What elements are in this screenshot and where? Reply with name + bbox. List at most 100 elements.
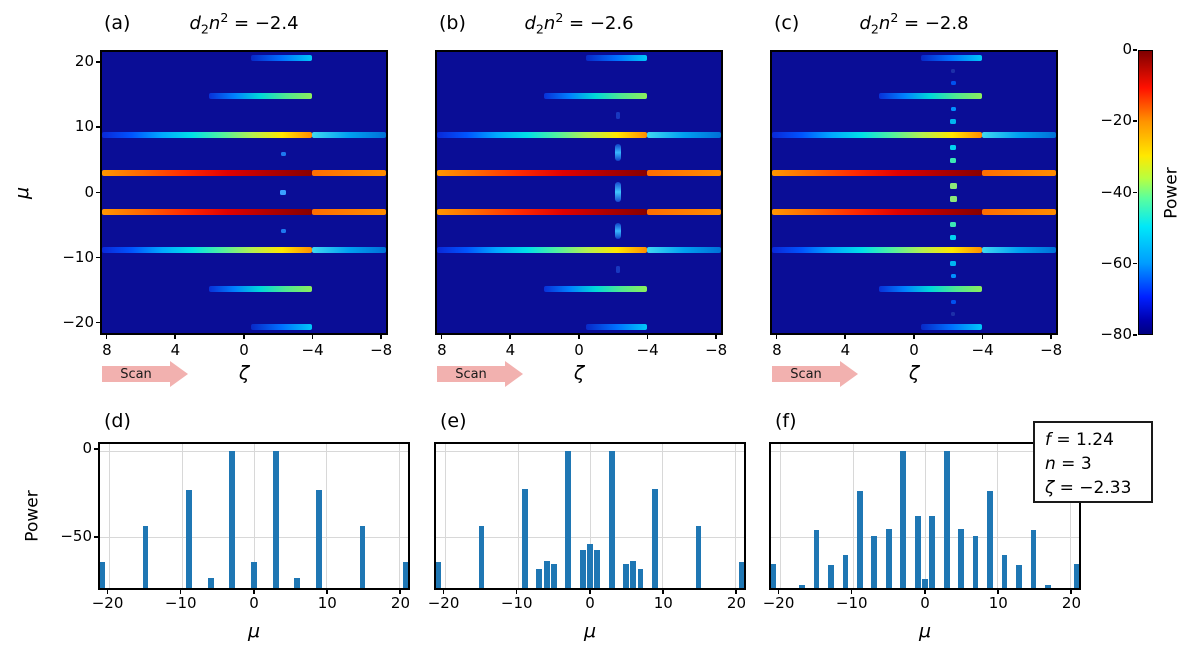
heatmap-stripe xyxy=(920,324,982,331)
x-axis-marks-e xyxy=(434,590,746,594)
tick-mark xyxy=(589,590,591,594)
tick-label: 10 xyxy=(317,594,337,612)
tick-mark xyxy=(509,335,511,339)
x-axis-label-f: μ xyxy=(769,620,1081,642)
bar xyxy=(436,562,442,588)
bar-panel-e xyxy=(434,442,746,590)
heatmap-stripe xyxy=(981,208,1056,215)
tick-label: −8 xyxy=(370,341,393,359)
title-sub: 2 xyxy=(870,21,879,37)
legend-value: = −2.33 xyxy=(1054,478,1132,498)
heatmap-dot xyxy=(280,152,286,156)
scan-arrow-a: Scan xyxy=(102,361,192,387)
colorbar-tick-mark xyxy=(1133,49,1137,51)
colorbar-tick-mark xyxy=(1133,120,1137,122)
legend-value: = 1.24 xyxy=(1051,430,1114,450)
tick-mark xyxy=(1070,590,1072,594)
x-axis-label-d: μ xyxy=(98,620,410,642)
tick-mark xyxy=(578,335,580,339)
heatmap-dot xyxy=(950,157,957,163)
heatmap-stripe xyxy=(646,208,721,215)
bar xyxy=(142,526,149,588)
heatmap-panel-a xyxy=(100,50,388,335)
gridline-vertical xyxy=(109,444,111,588)
tick-label: −4 xyxy=(971,341,994,359)
bar xyxy=(587,544,593,588)
title-sup: 2 xyxy=(890,10,899,25)
tick-mark xyxy=(442,590,445,594)
tick-mark xyxy=(399,590,401,594)
heatmap-stripe xyxy=(437,208,647,215)
gridline-horizontal xyxy=(100,536,408,538)
colorbar-tick-label: −20 xyxy=(1100,111,1132,130)
heatmap-stripe xyxy=(102,170,312,177)
gridline-horizontal xyxy=(771,450,1079,452)
title-sub: 2 xyxy=(200,21,209,37)
x-axis-marks-a xyxy=(100,335,388,339)
tick-mark xyxy=(94,448,98,450)
y-axis-label-top: μ xyxy=(8,50,36,335)
heatmap-stripe xyxy=(585,324,647,331)
gridline-vertical xyxy=(398,444,400,588)
bar xyxy=(229,450,236,588)
panel-a-title: d2n2 = −2.4 xyxy=(100,10,388,37)
legend-line-n: n = 3 xyxy=(1045,452,1151,476)
heatmap-stripe xyxy=(102,247,312,254)
colorbar-tick-label: −60 xyxy=(1100,253,1132,272)
gridline-vertical xyxy=(181,444,183,588)
heatmap-panel-b xyxy=(435,50,723,335)
bar xyxy=(972,535,979,588)
panel-label-f: (f) xyxy=(775,410,797,432)
panel-label-d: (d) xyxy=(104,410,131,432)
tick-mark xyxy=(715,335,717,339)
gridline-vertical xyxy=(780,444,782,588)
x-axis-marks-b xyxy=(435,335,723,339)
gridline-vertical xyxy=(925,444,926,588)
heatmap-stripe xyxy=(981,170,1056,177)
bar xyxy=(871,535,878,588)
gridline-horizontal xyxy=(436,450,744,452)
bar xyxy=(550,564,557,588)
bar xyxy=(608,450,615,588)
heatmap-stripe xyxy=(772,247,982,254)
x-axis-ticks-a: 8 4 0 −4 −8 xyxy=(100,341,392,361)
bar xyxy=(478,526,485,588)
tick-label: −20 xyxy=(762,594,795,612)
bar xyxy=(1016,564,1022,588)
tick-label: −10 xyxy=(500,594,533,612)
tick-label: 20 xyxy=(74,52,94,71)
heatmap-stripe xyxy=(772,131,982,138)
tick-label: 8 xyxy=(437,341,447,359)
mu-label: μ xyxy=(583,620,597,642)
panel-c-title: d2n2 = −2.8 xyxy=(770,10,1058,37)
heatmap-stripe xyxy=(437,170,647,177)
heatmap-smudge xyxy=(615,222,622,240)
bar xyxy=(402,562,408,588)
heatmap-dot xyxy=(950,222,957,228)
tick-label: −20 xyxy=(62,312,94,331)
heatmap-dot xyxy=(950,119,957,125)
x-axis-marks-d xyxy=(98,590,410,594)
title-value: = −2.4 xyxy=(228,13,299,34)
tick-label: 0 xyxy=(82,439,92,458)
y-axis-marks-a xyxy=(96,50,100,335)
tick-mark xyxy=(1050,335,1052,339)
heatmap-stripe xyxy=(311,208,386,215)
heatmap-dot xyxy=(951,312,956,317)
tick-mark xyxy=(311,335,314,339)
scan-label: Scan xyxy=(790,366,822,382)
bar xyxy=(579,550,586,588)
x-axis-marks-c xyxy=(770,335,1058,339)
bar xyxy=(771,564,777,588)
x-axis-label-b: ζ xyxy=(435,362,723,384)
heatmap-stripe xyxy=(543,93,647,100)
tick-label: 10 xyxy=(653,594,673,612)
heatmap-stripe xyxy=(250,54,312,61)
panel-label-b: (b) xyxy=(439,12,466,34)
tick-label: −50 xyxy=(60,527,92,546)
bar xyxy=(738,562,744,588)
gridline-vertical xyxy=(590,444,591,588)
tick-label: 20 xyxy=(390,594,411,612)
tick-label: 8 xyxy=(102,341,112,359)
